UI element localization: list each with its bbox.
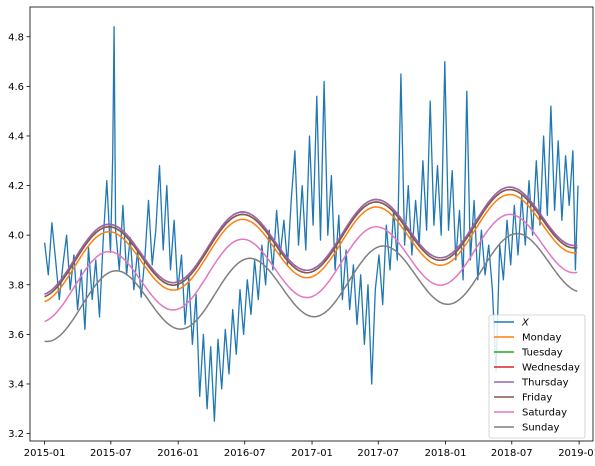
series-line-x xyxy=(43,26,579,422)
x-tick-label: 2017-01 xyxy=(291,448,333,459)
series-line-sunday xyxy=(44,232,578,343)
x-tick-label: 2018-01 xyxy=(425,448,467,459)
legend-label-saturday: Saturday xyxy=(522,408,567,419)
y-tick-label: 4.2 xyxy=(8,181,24,192)
series-line-friday xyxy=(44,188,578,298)
x-tick-label: 2015-01 xyxy=(24,448,66,459)
legend: X Monday Tuesday Wednesday Thursday Friday Sat… xyxy=(488,314,586,439)
y-tick-label: 4.8 xyxy=(8,32,24,43)
legend-label-x: X xyxy=(521,318,530,329)
y-tick-label: 4.0 xyxy=(8,231,24,242)
y-tick-label: 3.4 xyxy=(8,379,24,390)
legend-label-sunday: Sunday xyxy=(522,423,559,434)
legend-box xyxy=(488,314,586,439)
legend-label-monday: Monday xyxy=(522,333,562,344)
y-tick-label: 3.6 xyxy=(8,330,24,341)
y-tick-label: 3.8 xyxy=(8,280,24,291)
legend-label-thursday: Thursday xyxy=(521,378,569,389)
series-line-thursday xyxy=(44,186,578,295)
series-line-monday xyxy=(44,193,578,303)
y-axis: 3.2 3.4 3.6 3.8 4.0 4.2 4.4 4.6 4.8 xyxy=(8,32,30,440)
x-tick-label: 2018-07 xyxy=(491,448,533,459)
legend-label-wednesday: Wednesday xyxy=(522,363,580,374)
x-axis: 2015-01 2015-07 2016-01 2016-07 2017-01 2017-… xyxy=(24,441,595,459)
x-tick-label: 2019-01 xyxy=(558,448,595,459)
x-tick-label: 2016-01 xyxy=(157,448,199,459)
legend-label-friday: Friday xyxy=(522,393,552,404)
x-tick-label: 2017-07 xyxy=(357,448,399,459)
x-tick-label: 2015-07 xyxy=(90,448,132,459)
y-tick-label: 4.6 xyxy=(8,82,24,93)
x-tick-label: 2016-07 xyxy=(224,448,266,459)
y-tick-label: 4.4 xyxy=(8,131,24,142)
y-tick-label: 3.2 xyxy=(8,429,24,440)
series-layer xyxy=(43,26,579,422)
legend-label-tuesday: Tuesday xyxy=(521,348,563,359)
series-line-saturday xyxy=(44,213,578,323)
